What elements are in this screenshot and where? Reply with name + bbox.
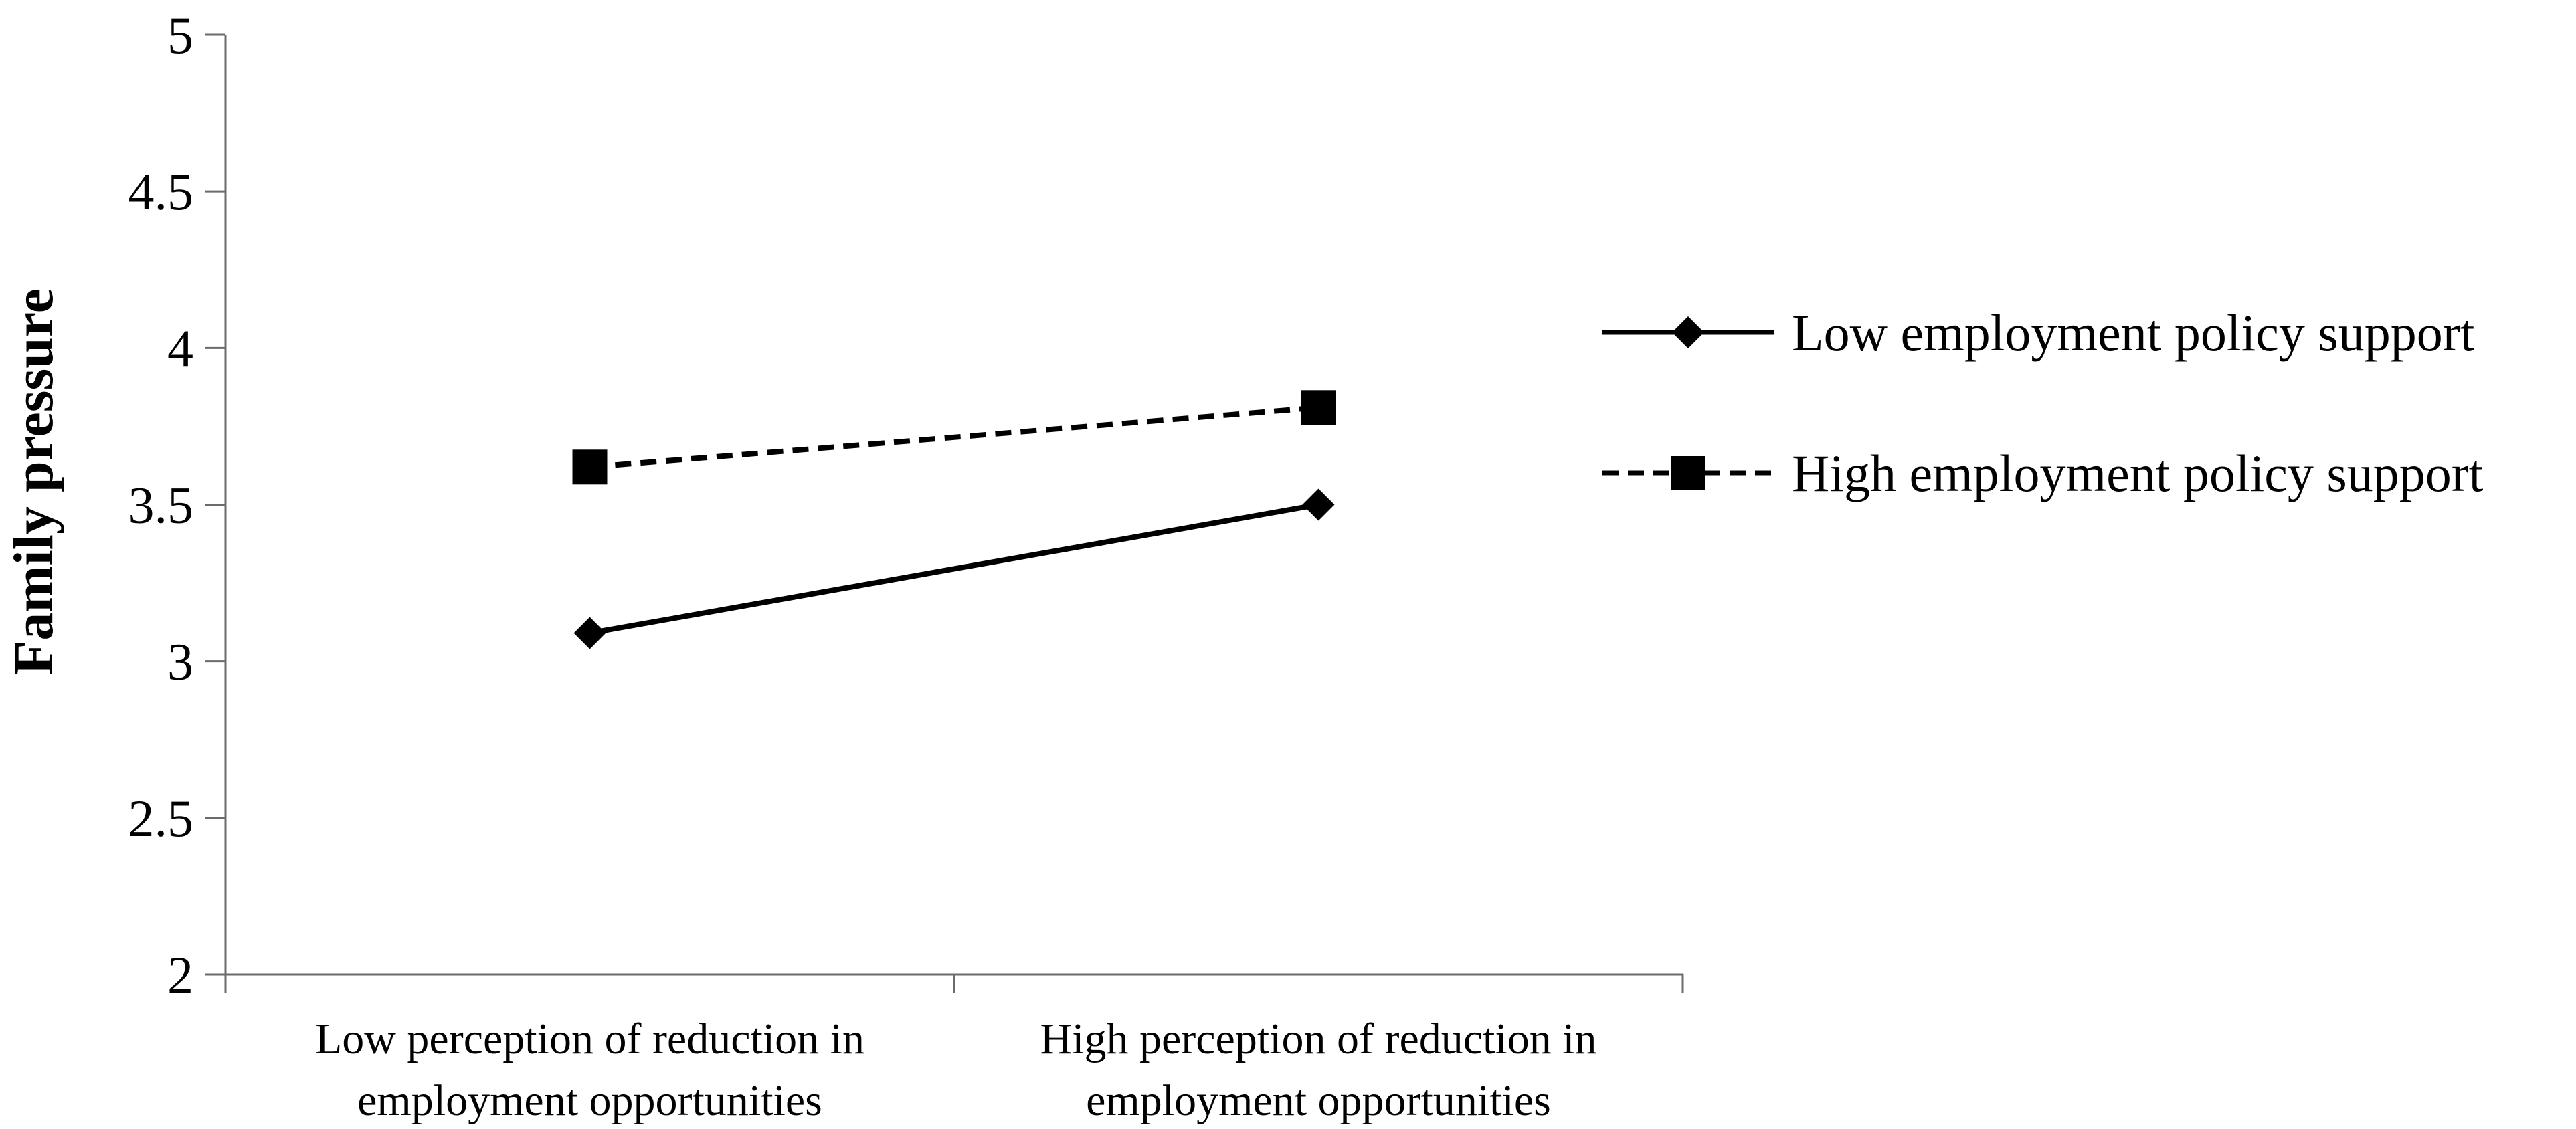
series-high-support [572, 390, 1336, 485]
x-category-label-line: Low perception of reduction in [315, 1015, 864, 1063]
x-category-label-line: High perception of reduction in [1040, 1015, 1596, 1063]
legend-square-marker [1671, 456, 1705, 490]
diamond-marker [1302, 488, 1335, 521]
x-category-label: Low perception of reduction in employment… [315, 1015, 864, 1125]
legend: Low employment policy support High employ… [1602, 304, 2484, 502]
y-tick-label: 3.5 [128, 476, 194, 534]
series-line [589, 502, 1319, 636]
square-marker [1301, 390, 1336, 425]
legend-item: Low employment policy support [1602, 304, 2475, 362]
axes [224, 35, 1683, 976]
x-axis-categories: Low perception of reduction in employment… [224, 974, 1684, 1125]
legend-item: High employment policy support [1602, 444, 2484, 502]
legend-diamond-marker [1672, 316, 1704, 348]
y-axis-ticks: 2 2.5 3 3.5 4 4.5 5 [128, 6, 225, 1004]
y-tick-label: 2.5 [128, 789, 194, 847]
legend-label: Low employment policy support [1792, 304, 2475, 362]
x-category-label: High perception of reduction in employmen… [1040, 1015, 1596, 1125]
y-tick-label: 5 [167, 6, 193, 64]
series-line [589, 405, 1319, 470]
y-tick-label: 3 [167, 633, 193, 691]
diamond-marker [573, 617, 606, 649]
y-axis-label: Family pressure [3, 288, 65, 675]
x-category-label-line: employment opportunities [357, 1076, 822, 1125]
series-group [572, 390, 1336, 649]
x-category-label-line: employment opportunities [1086, 1076, 1551, 1125]
y-tick-label: 2 [167, 946, 193, 1004]
legend-label: High employment policy support [1792, 444, 2484, 502]
y-tick-label: 4.5 [128, 163, 194, 221]
y-tick-label: 4 [167, 319, 193, 377]
series-low-support [573, 488, 1335, 649]
square-marker [572, 449, 608, 485]
